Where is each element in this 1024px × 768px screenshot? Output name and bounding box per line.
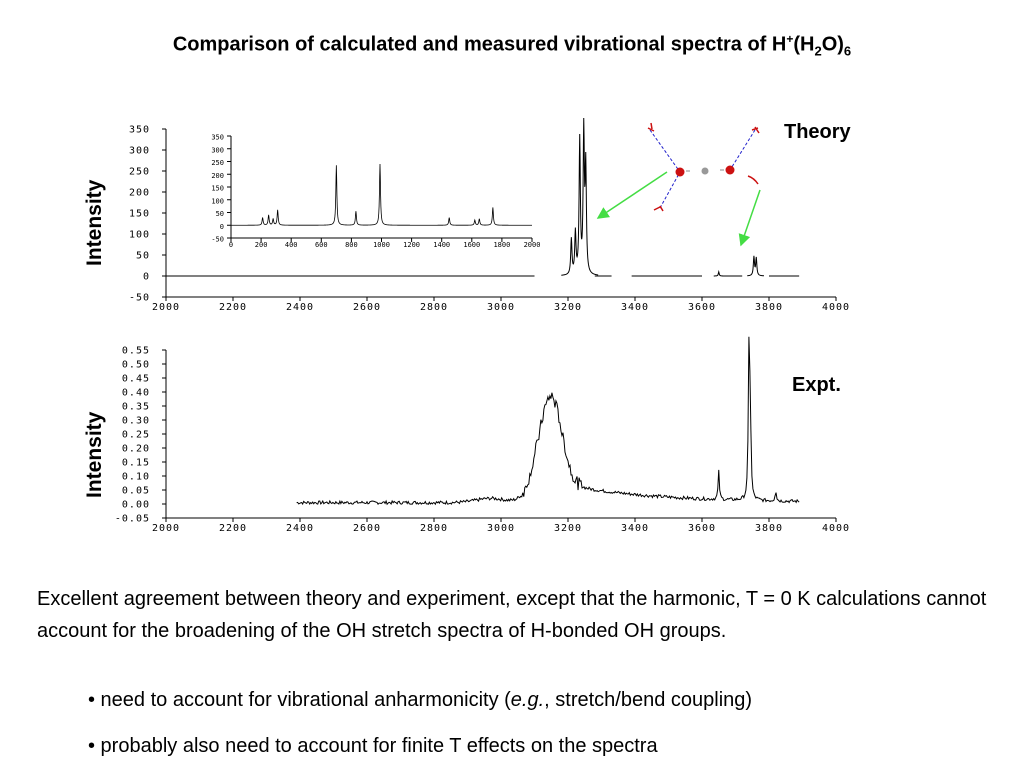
theory-x-tick-label: 3600 [688,302,716,313]
inset-y-tick-label: 50 [216,210,224,218]
inset-x-tick-label: 400 [285,241,298,249]
expt-x-tick-label: 3400 [621,523,649,534]
page-title: Comparison of calculated and measured vi… [172,32,852,59]
expt-x-tick-label: 2400 [286,523,314,534]
inset-y-tick-label: 200 [211,172,224,180]
theory-x-tick-label: 2600 [353,302,381,313]
expt-y-tick-label: 0.20 [122,444,150,455]
inset-x-tick-label: 0 [229,241,233,249]
expt-y-tick-label: 0.50 [122,360,150,371]
expt-x-tick-label: 3600 [688,523,716,534]
experiment-chart: 2000 2200 2400 2600 2800 3000 3200 3400 3600 3800… [115,336,850,534]
inset-series-line [231,164,532,226]
theory-series-line [747,255,764,277]
theory-x-tick-label: 2000 [152,302,180,313]
water-fragment [751,126,760,134]
inset-y-tick-label: 100 [211,197,224,205]
theory-x-tick-label: 2800 [420,302,448,313]
expt-y-tick-label: -0.05 [115,514,150,525]
theory-y-tick-label: -50 [129,293,150,304]
expt-y-tick-label: 0.40 [122,388,150,399]
theory-y-tick-label: 200 [129,188,150,199]
expt-x-tick-label: 2600 [353,523,381,534]
inset-y-tick-label: 250 [211,159,224,167]
inset-x-tick-label: 1800 [493,241,510,249]
inset-x-tick-label: 1600 [463,241,480,249]
theory-x-tick-label: 2400 [286,302,314,313]
expt-y-tick-label: 0.15 [122,458,150,469]
theory-y-tick-label: 0 [143,272,150,283]
inset-x-tick-label: 1400 [433,241,450,249]
expt-x-tick-label: 4000 [822,523,850,534]
theory-inset-chart: 0 200 400 600 800 1000 1200 1400 1600 1800 2000350… [200,130,540,250]
inset-y-tick-label: 350 [211,134,224,142]
theory-y-tick-label: 350 [129,125,150,136]
expt-x-tick-label: 3200 [554,523,582,534]
inset-x-tick-label: 2000 [524,241,541,249]
theory-x-tick-label: 3200 [554,302,582,313]
expt-x-tick-label: 2000 [152,523,180,534]
oxygen-atom [675,167,685,177]
expt-x-tick-label: 3000 [487,523,515,534]
inset-x-tick-label: 800 [345,241,358,249]
theory-x-tick-label: 3800 [755,302,783,313]
theory-chart: 2000 2200 2400 2600 2800 3000 3200 3400 3600 3800… [129,118,850,313]
expt-x-tick-label: 3800 [755,523,783,534]
expt-label: Expt. [792,374,841,396]
inset-x-tick-label: 200 [255,241,268,249]
expt-x-tick-label: 2200 [219,523,247,534]
water-fragment [647,122,655,132]
theory-series-line [561,118,599,276]
bullet-finite-t: • probably also need to account for fini… [88,735,658,757]
bond-dashes [659,171,681,209]
expt-y-axis-label: Intensity [83,411,106,498]
theory-x-tick-label: 2200 [219,302,247,313]
theory-x-tick-label: 3400 [621,302,649,313]
theory-x-tick-label: 4000 [822,302,850,313]
summary-paragraph: Excellent agreement between theory and e… [37,588,987,642]
expt-y-tick-label: 0.45 [122,374,150,385]
theory-y-tick-label: 150 [129,209,150,220]
inset-background [200,130,540,250]
theory-y-tick-label: 50 [136,251,150,262]
bond-dashes [649,129,681,173]
arrow-to-hbonded-peaks [596,171,668,219]
expt-series-line [296,336,800,506]
theory-y-tick-label: 250 [129,167,150,178]
inset-x-tick-label: 1000 [373,241,390,249]
theory-series-line [713,269,724,277]
inset-y-tick-label: 300 [211,146,224,154]
theory-y-axis-label: Intensity [83,179,106,266]
inset-y-tick-label: -50 [211,236,224,244]
expt-y-tick-label: 0.00 [122,500,150,511]
molecule-diagram [596,122,761,247]
bond-dashes [729,129,756,171]
inset-x-tick-label: 1200 [403,241,420,249]
bullet-anharmonicity: • need to account for vibrational anharm… [88,689,753,711]
proton-atom [701,167,709,175]
theory-label: Theory [784,121,852,143]
theory-y-tick-label: 300 [129,146,150,157]
expt-y-tick-label: 0.30 [122,416,150,427]
inset-y-tick-label: 0 [220,223,224,231]
inset-y-tick-label: 150 [211,185,224,193]
expt-x-tick-label: 2800 [420,523,448,534]
inset-x-tick-label: 600 [315,241,328,249]
water-fragment [653,205,664,212]
water-fragment [747,175,759,185]
theory-y-tick-label: 100 [129,230,150,241]
expt-y-tick-label: 0.25 [122,430,150,441]
expt-y-tick-label: 0.35 [122,402,150,413]
expt-y-tick-label: 0.55 [122,346,150,357]
theory-x-tick-label: 3000 [487,302,515,313]
arrow-to-free-oh-peak [738,189,761,247]
expt-y-tick-label: 0.05 [122,486,150,497]
oxygen-atom [725,165,735,175]
expt-y-tick-label: 0.10 [122,472,150,483]
